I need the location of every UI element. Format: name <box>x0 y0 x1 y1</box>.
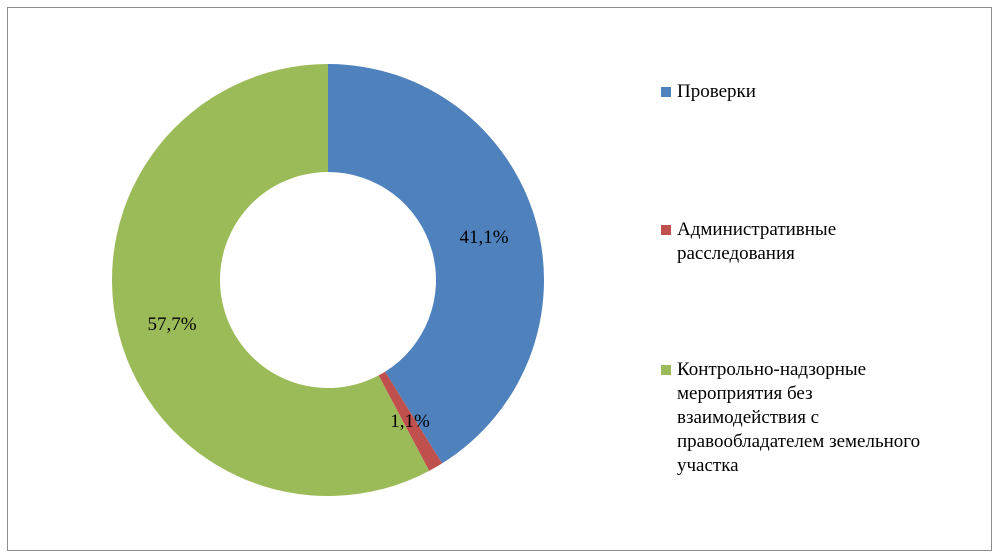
legend-item-admin: Административные расследования <box>661 218 977 266</box>
slice-admin <box>378 371 443 471</box>
slice-knm <box>111 64 430 496</box>
legend-label-admin: Административные расследования <box>677 219 837 264</box>
legend-item-proverki: Проверки <box>661 80 977 104</box>
legend-swatch-proverki <box>661 87 671 97</box>
data-label-proverki: 41,1% <box>459 227 508 248</box>
legend: Проверки Административные расследования … <box>661 0 991 559</box>
legend-label-proverki: Проверки <box>677 81 756 102</box>
donut-slices <box>111 64 544 496</box>
slice-proverki <box>328 64 544 464</box>
data-label-admin: 1,1% <box>390 411 430 432</box>
legend-swatch-admin <box>661 225 671 235</box>
data-labels: 41,1% 1,1% 57,7% <box>147 227 508 432</box>
data-label-knm: 57,7% <box>147 314 196 335</box>
legend-swatch-knm <box>661 365 671 375</box>
legend-item-knm: Контрольно-надзорные мероприятия без вза… <box>661 358 977 478</box>
legend-label-knm: Контрольно-надзорные мероприятия без вза… <box>677 359 921 476</box>
